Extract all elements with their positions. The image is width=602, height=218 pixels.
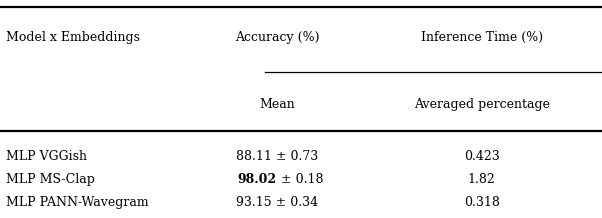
Text: 88.11 ± 0.73: 88.11 ± 0.73 (236, 150, 318, 164)
Text: Inference Time (%): Inference Time (%) (421, 31, 542, 44)
Text: 1.82: 1.82 (468, 173, 495, 186)
Text: MLP VGGish: MLP VGGish (6, 150, 87, 164)
Text: Averaged percentage: Averaged percentage (414, 98, 550, 111)
Text: MLP PANN-Wavegram: MLP PANN-Wavegram (6, 196, 149, 209)
Text: Model x Embeddings: Model x Embeddings (6, 31, 140, 44)
Text: 93.15 ± 0.34: 93.15 ± 0.34 (236, 196, 318, 209)
Text: 0.318: 0.318 (464, 196, 500, 209)
Text: 0.423: 0.423 (464, 150, 500, 164)
Text: MLP MS-Clap: MLP MS-Clap (6, 173, 95, 186)
Text: Mean: Mean (259, 98, 295, 111)
Text: 98.02: 98.02 (238, 173, 277, 186)
Text: ± 0.18: ± 0.18 (277, 173, 323, 186)
Text: Accuracy (%): Accuracy (%) (235, 31, 319, 44)
